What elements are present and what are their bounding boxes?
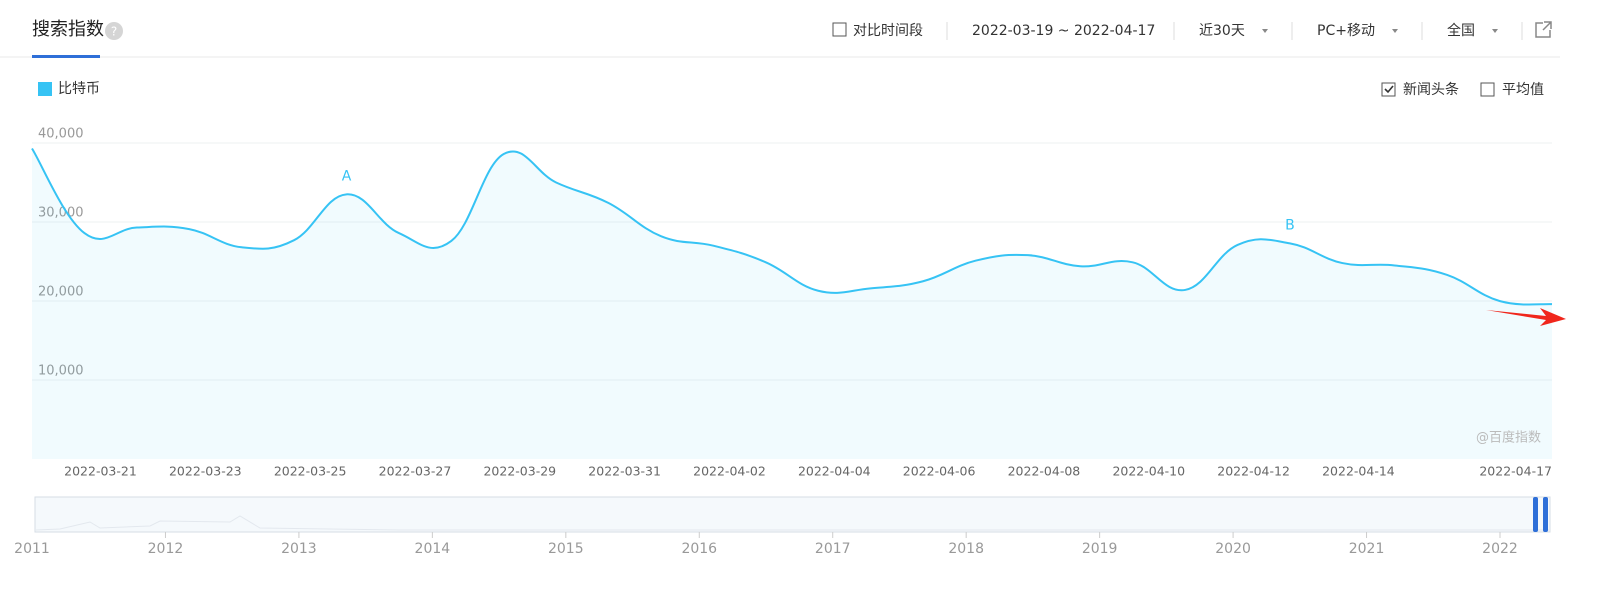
red-arrow [1486, 308, 1566, 326]
x-tick-label: 2022-04-12 [1217, 464, 1290, 479]
watermark: @百度指数 [1476, 430, 1541, 446]
line-area [32, 148, 1552, 459]
timeline-label: 2019 [1082, 541, 1118, 557]
timeline-sparkline [35, 515, 1549, 531]
range-handle[interactable] [1533, 497, 1538, 532]
annotation: A [342, 168, 352, 184]
timeline-label: 2020 [1215, 541, 1251, 557]
news-checkbox[interactable] [1381, 82, 1396, 97]
timeline-label: 2015 [548, 541, 584, 557]
timeline-label: 2017 [815, 541, 851, 557]
help-mark: ? [111, 25, 117, 39]
tab-underline [32, 55, 100, 58]
tab-title[interactable]: 搜索指数 [32, 19, 104, 40]
timeline-box [34, 496, 1551, 533]
x-tick-label: 2022-04-04 [798, 464, 871, 479]
dropdown-caret [1392, 29, 1398, 33]
region-select[interactable]: 全国 [1447, 22, 1475, 39]
date-range[interactable]: 2022-03-19 ~ 2022-04-17 [972, 23, 1155, 39]
legend-label[interactable]: 比特币 [58, 81, 100, 97]
x-tick-label: 2022-03-25 [274, 464, 347, 479]
timeline-label: 2018 [948, 541, 984, 557]
plot-background [32, 108, 1552, 459]
average-label[interactable]: 平均值 [1502, 82, 1544, 98]
x-tick-label: 2022-04-14 [1322, 464, 1395, 479]
timeline-label: 2014 [415, 541, 451, 557]
y-tick-label: 10,000 [38, 364, 84, 379]
y-tick-label: 30,000 [38, 206, 84, 221]
period-select[interactable]: 近30天 [1199, 23, 1245, 39]
news-check [1384, 85, 1394, 94]
timeline-axis: 2011 2012 2013 2014 2015 2016 2017 2018 2019 2020… [14, 532, 1518, 557]
annotation: B [1285, 217, 1295, 233]
y-tick-label: 40,000 [38, 127, 84, 142]
x-tick-label: 2022-04-10 [1112, 464, 1185, 479]
x-tick-label: 2022-04-06 [903, 464, 976, 479]
export-icon[interactable] [1535, 21, 1552, 38]
timeline-label: 2012 [148, 541, 184, 557]
timeline-label: 2013 [281, 541, 317, 557]
compare-checkbox[interactable] [832, 22, 847, 37]
compare-label[interactable]: 对比时间段 [853, 23, 923, 39]
timeline-label: 2011 [14, 541, 50, 557]
x-tick-label: 2022-04-08 [1008, 464, 1081, 479]
timeline-label: 2022 [1482, 541, 1518, 557]
timeline-label: 2016 [681, 541, 717, 557]
legend-swatch [38, 82, 52, 96]
x-tick-label: 2022-03-23 [169, 464, 242, 479]
x-tick-label: 2022-03-21 [64, 464, 137, 479]
timeline-label: 2021 [1349, 541, 1385, 557]
x-tick-label: 2022-03-31 [588, 464, 661, 479]
x-tick-label: 2022-04-02 [693, 464, 766, 479]
x-tick-label: 2022-04-17 [1479, 464, 1552, 479]
average-checkbox[interactable] [1480, 82, 1495, 97]
news-label[interactable]: 新闻头条 [1403, 81, 1459, 98]
line [31, 148, 1553, 306]
x-tick-label: 2022-03-29 [483, 464, 556, 479]
x-tick-label: 2022-03-27 [379, 464, 452, 479]
help-icon[interactable] [105, 22, 123, 40]
device-select[interactable]: PC+移动 [1317, 23, 1375, 39]
range-handle[interactable] [1543, 497, 1548, 532]
y-tick-label: 20,000 [38, 285, 84, 300]
dropdown-caret [1262, 29, 1268, 33]
dropdown-caret [1492, 29, 1498, 33]
plot: 10,000 20,000 30,000 40,000 2022-03-21 2022-0… [31, 108, 1553, 479]
